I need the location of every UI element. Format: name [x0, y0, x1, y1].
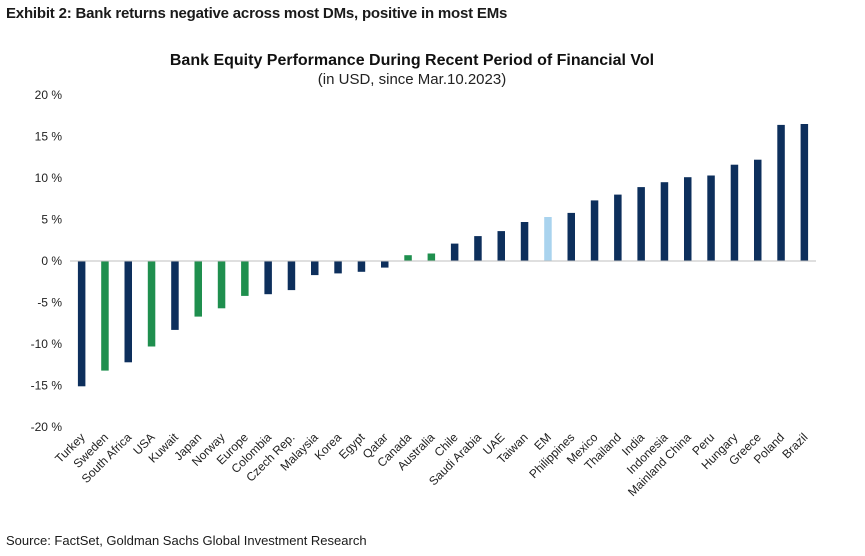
y-tick-label: 0 %: [41, 254, 62, 268]
bar: [171, 261, 179, 330]
bar: [147, 261, 156, 347]
y-tick-label: -15 %: [31, 379, 63, 393]
bar: [241, 261, 249, 296]
bar: [544, 217, 552, 261]
source-note: Source: FactSet, Goldman Sachs Global In…: [6, 533, 367, 548]
bar: [754, 159, 762, 261]
bar: [77, 261, 86, 387]
chart-title: Bank Equity Performance During Recent Pe…: [170, 52, 654, 69]
y-tick-label: -5 %: [37, 296, 62, 310]
bar: [497, 231, 505, 261]
bar: [637, 187, 645, 261]
bar: [567, 212, 575, 261]
y-tick-label: 5 %: [41, 213, 62, 227]
x-tick-label: Egypt: [336, 430, 368, 462]
y-tick-label: -20 %: [31, 420, 63, 434]
bar: [474, 236, 482, 261]
bar: [684, 177, 692, 261]
bar: [427, 253, 436, 261]
bar: [264, 261, 272, 295]
bar: [777, 124, 785, 262]
bar: [450, 243, 459, 261]
bar: [614, 194, 622, 261]
bar: [800, 124, 809, 261]
bar: [357, 261, 366, 272]
bar: [590, 200, 599, 261]
bar: [707, 175, 715, 261]
bar: [101, 261, 109, 371]
bar: [520, 222, 529, 261]
y-tick-label: 20 %: [35, 88, 63, 102]
bars: [77, 124, 809, 387]
y-tick-label: 15 %: [35, 130, 63, 144]
bar: [381, 261, 389, 268]
chart-subtitle: (in USD, since Mar.10.2023): [318, 71, 506, 88]
bar: [287, 261, 296, 291]
bar: [124, 261, 132, 363]
bar: [660, 182, 669, 261]
bar: [217, 261, 226, 309]
x-tick-label: Korea: [312, 430, 345, 463]
y-axis-ticks: -20 % -15 % -10 % -5 % 0 % 5 % 10 % 15 % 20 %: [31, 88, 63, 434]
bar: [404, 255, 412, 261]
bar: [194, 261, 202, 317]
bar: [334, 261, 342, 274]
bar: [311, 261, 319, 276]
y-tick-label: 10 %: [35, 171, 63, 185]
y-tick-label: -10 %: [31, 337, 63, 351]
exhibit-title: Exhibit 2: Bank returns negative across …: [6, 5, 508, 22]
x-tick-label: Brazil: [779, 430, 810, 461]
bar: [730, 164, 739, 261]
